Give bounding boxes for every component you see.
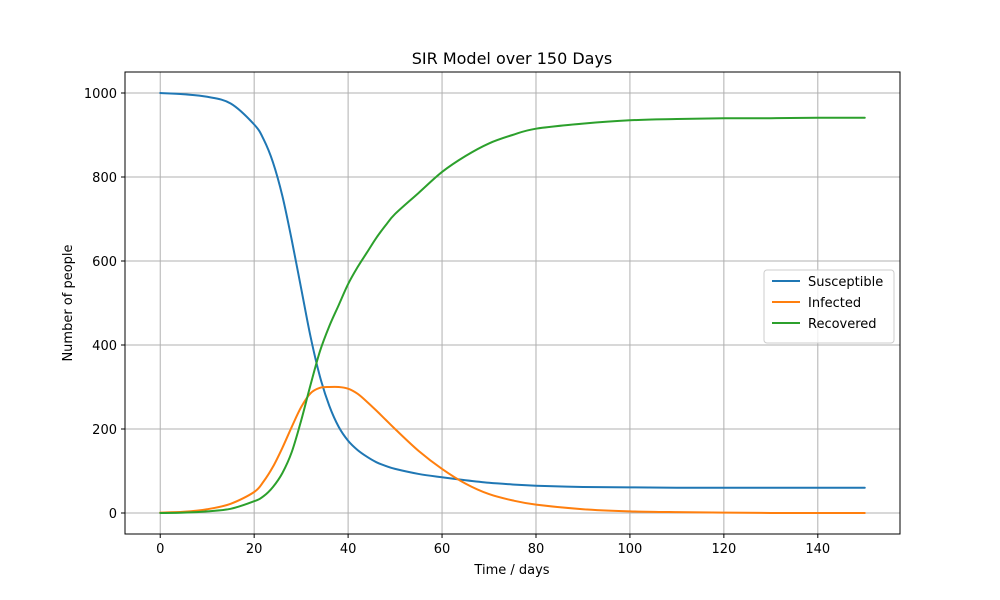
legend-box: [763, 269, 895, 344]
series-line-infected: [159, 385, 866, 515]
series-lines: [159, 92, 866, 515]
x-tick-label: 80: [528, 542, 545, 557]
y-tick-label: 600: [92, 255, 117, 270]
chart-title: SIR Model over 150 Days: [412, 49, 613, 68]
x-tick-label: 120: [711, 542, 736, 557]
axis-ticks: 0 20 40 60 80 100 120 140 0 200 400 600 800 1000: [84, 87, 830, 557]
y-tick-label: 0: [109, 507, 117, 522]
y-tick-label: 400: [92, 339, 117, 354]
y-tick-label: 200: [92, 423, 117, 438]
y-tick-label: 800: [92, 171, 117, 186]
plot-frame: [124, 71, 901, 535]
x-tick-label: 0: [156, 542, 164, 557]
legend-label-susceptible: Susceptible: [808, 275, 883, 290]
y-axis-label: Number of people: [61, 244, 76, 361]
grid: [125, 72, 900, 534]
x-tick-label: 100: [618, 542, 643, 557]
legend-label-recovered: Recovered: [808, 317, 877, 332]
x-tick-label: 40: [340, 542, 357, 557]
legend-label-infected: Infected: [808, 296, 861, 311]
legend: Susceptible Infected Recovered: [763, 269, 895, 344]
x-axis-label: Time / days: [473, 563, 549, 578]
x-tick-label: 60: [434, 542, 451, 557]
x-tick-label: 140: [805, 542, 830, 557]
series-line-susceptible: [159, 92, 866, 489]
y-tick-label: 1000: [84, 87, 117, 102]
series-line-recovered: [159, 116, 866, 514]
x-tick-label: 20: [246, 542, 263, 557]
